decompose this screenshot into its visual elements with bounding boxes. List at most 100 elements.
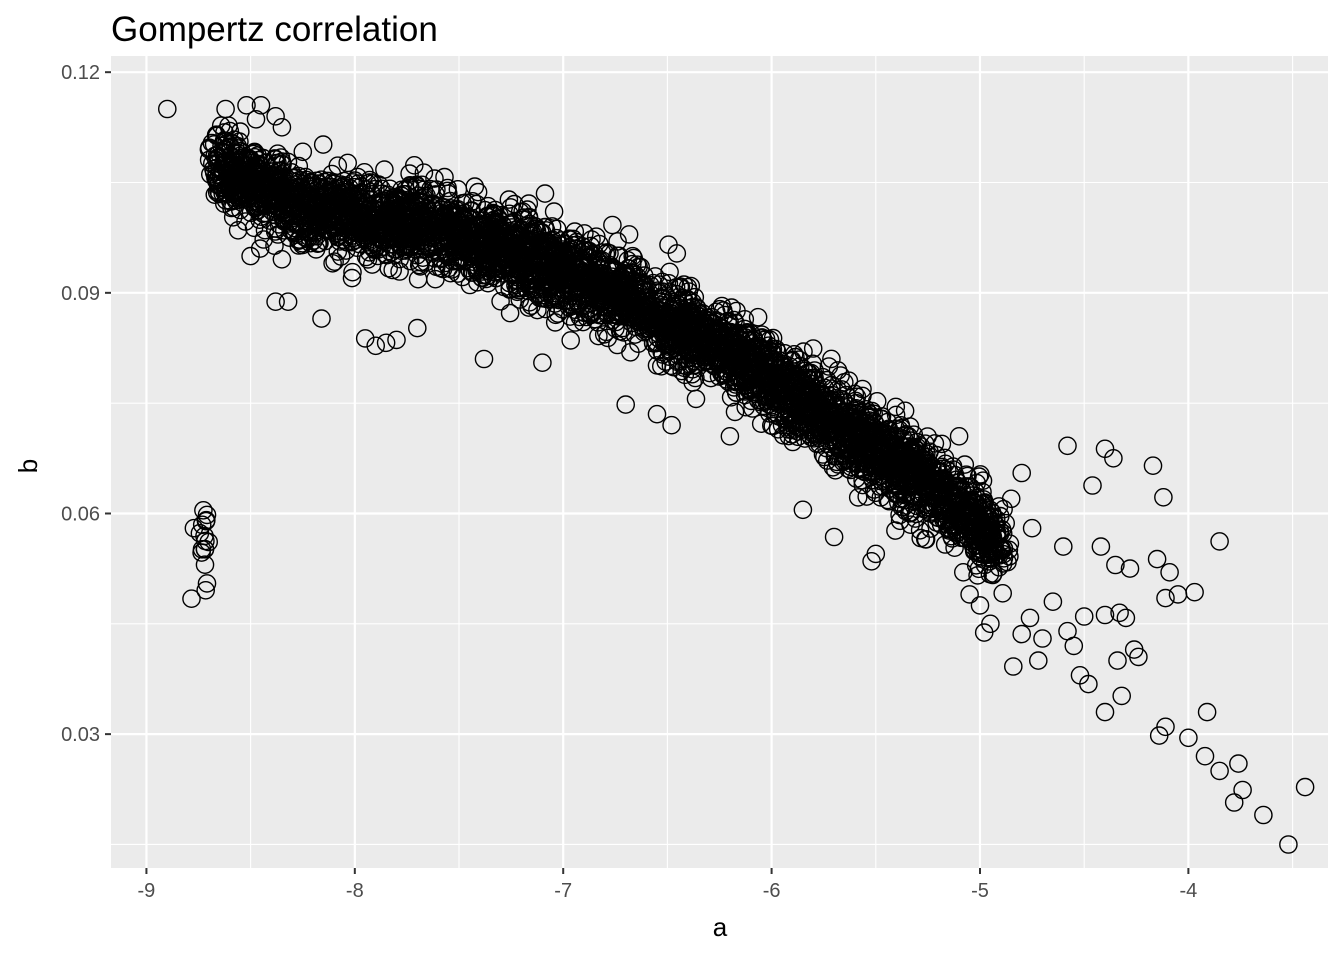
data-point [637, 298, 656, 318]
data-point [725, 351, 745, 371]
data-point [504, 212, 523, 232]
x-tick-label: -6 [763, 880, 781, 902]
data-point [241, 246, 260, 266]
data-point [323, 253, 342, 273]
data-point [265, 219, 285, 238]
data-point [870, 477, 890, 497]
data-point [917, 444, 936, 463]
data-point [886, 397, 906, 417]
data-point [288, 201, 308, 221]
data-point [1004, 657, 1023, 676]
data-point [874, 440, 893, 459]
data-point [546, 305, 566, 325]
data-point [561, 331, 581, 350]
data-point [224, 197, 243, 217]
data-point [283, 197, 303, 216]
data-point [797, 393, 816, 413]
data-point [251, 96, 271, 115]
data-point [390, 262, 409, 281]
data-point [580, 272, 600, 292]
data-point [157, 99, 177, 119]
data-point [392, 236, 412, 256]
data-point [216, 99, 235, 119]
data-point [1108, 651, 1127, 670]
data-points [157, 96, 1315, 854]
data-point [366, 336, 386, 356]
data-point [1147, 549, 1167, 569]
data-point [900, 417, 920, 436]
data-point [199, 140, 219, 159]
data-point [426, 269, 445, 289]
data-point [823, 457, 843, 477]
data-point [468, 182, 488, 202]
gridlines [111, 56, 1328, 868]
data-point [697, 346, 717, 365]
data-point [407, 318, 427, 338]
data-point [954, 515, 973, 534]
data-point [623, 263, 642, 282]
data-point [991, 506, 1010, 526]
data-point [467, 261, 486, 280]
data-point [618, 250, 638, 270]
data-point [727, 367, 747, 387]
data-point [713, 365, 733, 384]
data-point [528, 241, 547, 260]
data-point [1043, 592, 1063, 612]
data-point [246, 110, 266, 129]
data-point [550, 266, 570, 286]
data-point [748, 307, 768, 327]
data-point [307, 171, 327, 191]
data-point [887, 446, 906, 466]
data-point [1210, 761, 1229, 781]
data-point [916, 530, 935, 549]
data-point [845, 384, 865, 404]
data-point [1295, 777, 1315, 797]
data-point [228, 220, 248, 240]
data-point [1156, 588, 1175, 608]
data-point [786, 347, 805, 367]
data-point [724, 310, 744, 330]
data-point [545, 313, 565, 332]
data-point [1058, 436, 1077, 456]
data-point [677, 313, 697, 332]
data-point [1022, 518, 1042, 538]
data-point [908, 470, 927, 490]
data-point [435, 226, 455, 245]
data-point [849, 438, 868, 457]
data-point [519, 194, 539, 213]
data-point [710, 322, 730, 342]
data-point [910, 521, 930, 540]
data-point [983, 530, 1002, 550]
data-point [945, 538, 964, 558]
data-point [323, 192, 343, 212]
x-tick-label: -5 [971, 880, 989, 902]
data-point [517, 259, 536, 279]
data-point [981, 614, 1000, 634]
data-point [803, 354, 823, 374]
data-point [336, 222, 356, 242]
data-point [806, 424, 826, 444]
data-point [827, 452, 847, 472]
data-point [700, 342, 719, 362]
data-point [1195, 746, 1215, 766]
data-point [427, 257, 446, 277]
data-point [290, 230, 309, 249]
data-point [501, 237, 520, 256]
data-point [232, 142, 251, 161]
data-point [994, 544, 1013, 564]
data-point [661, 356, 681, 376]
data-point [521, 279, 541, 299]
data-point [220, 121, 240, 141]
data-point [932, 434, 952, 454]
data-point [924, 485, 943, 505]
data-point [508, 282, 527, 302]
data-point [949, 426, 969, 446]
data-point [1279, 835, 1298, 854]
data-point [596, 244, 616, 263]
data-point [1054, 537, 1073, 556]
data-point [682, 364, 702, 384]
data-point [871, 454, 891, 474]
data-point [931, 515, 951, 534]
data-point [654, 309, 674, 329]
data-point [828, 361, 848, 380]
